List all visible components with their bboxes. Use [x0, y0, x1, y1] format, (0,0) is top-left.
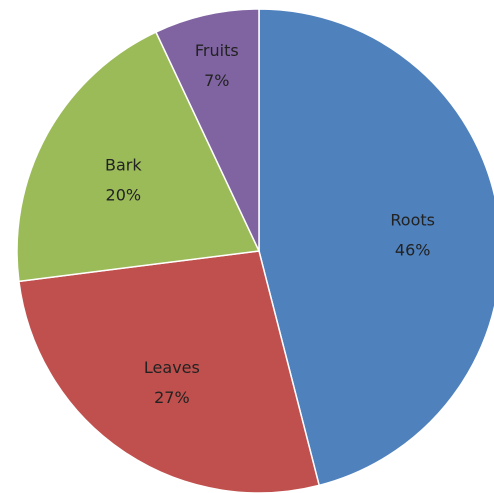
pie-slice-fruits	[155, 8, 260, 252]
slice-percent-leaves: 27%	[154, 388, 190, 407]
slice-label-roots: Roots	[390, 211, 435, 230]
slice-percent-roots: 46%	[395, 241, 431, 260]
slices-layer	[16, 8, 494, 493]
slice-label-fruits: Fruits	[195, 41, 239, 60]
slice-percent-bark: 20%	[106, 185, 142, 204]
slice-label-bark: Bark	[105, 155, 142, 174]
pie-slice-bark	[16, 31, 260, 283]
slice-percent-fruits: 7%	[204, 71, 229, 90]
pie-slice-roots	[258, 8, 494, 487]
labels-layer: Roots 46% Leaves 27% Bark 20% Fruits 7%	[105, 41, 435, 407]
slice-label-leaves: Leaves	[144, 358, 200, 377]
